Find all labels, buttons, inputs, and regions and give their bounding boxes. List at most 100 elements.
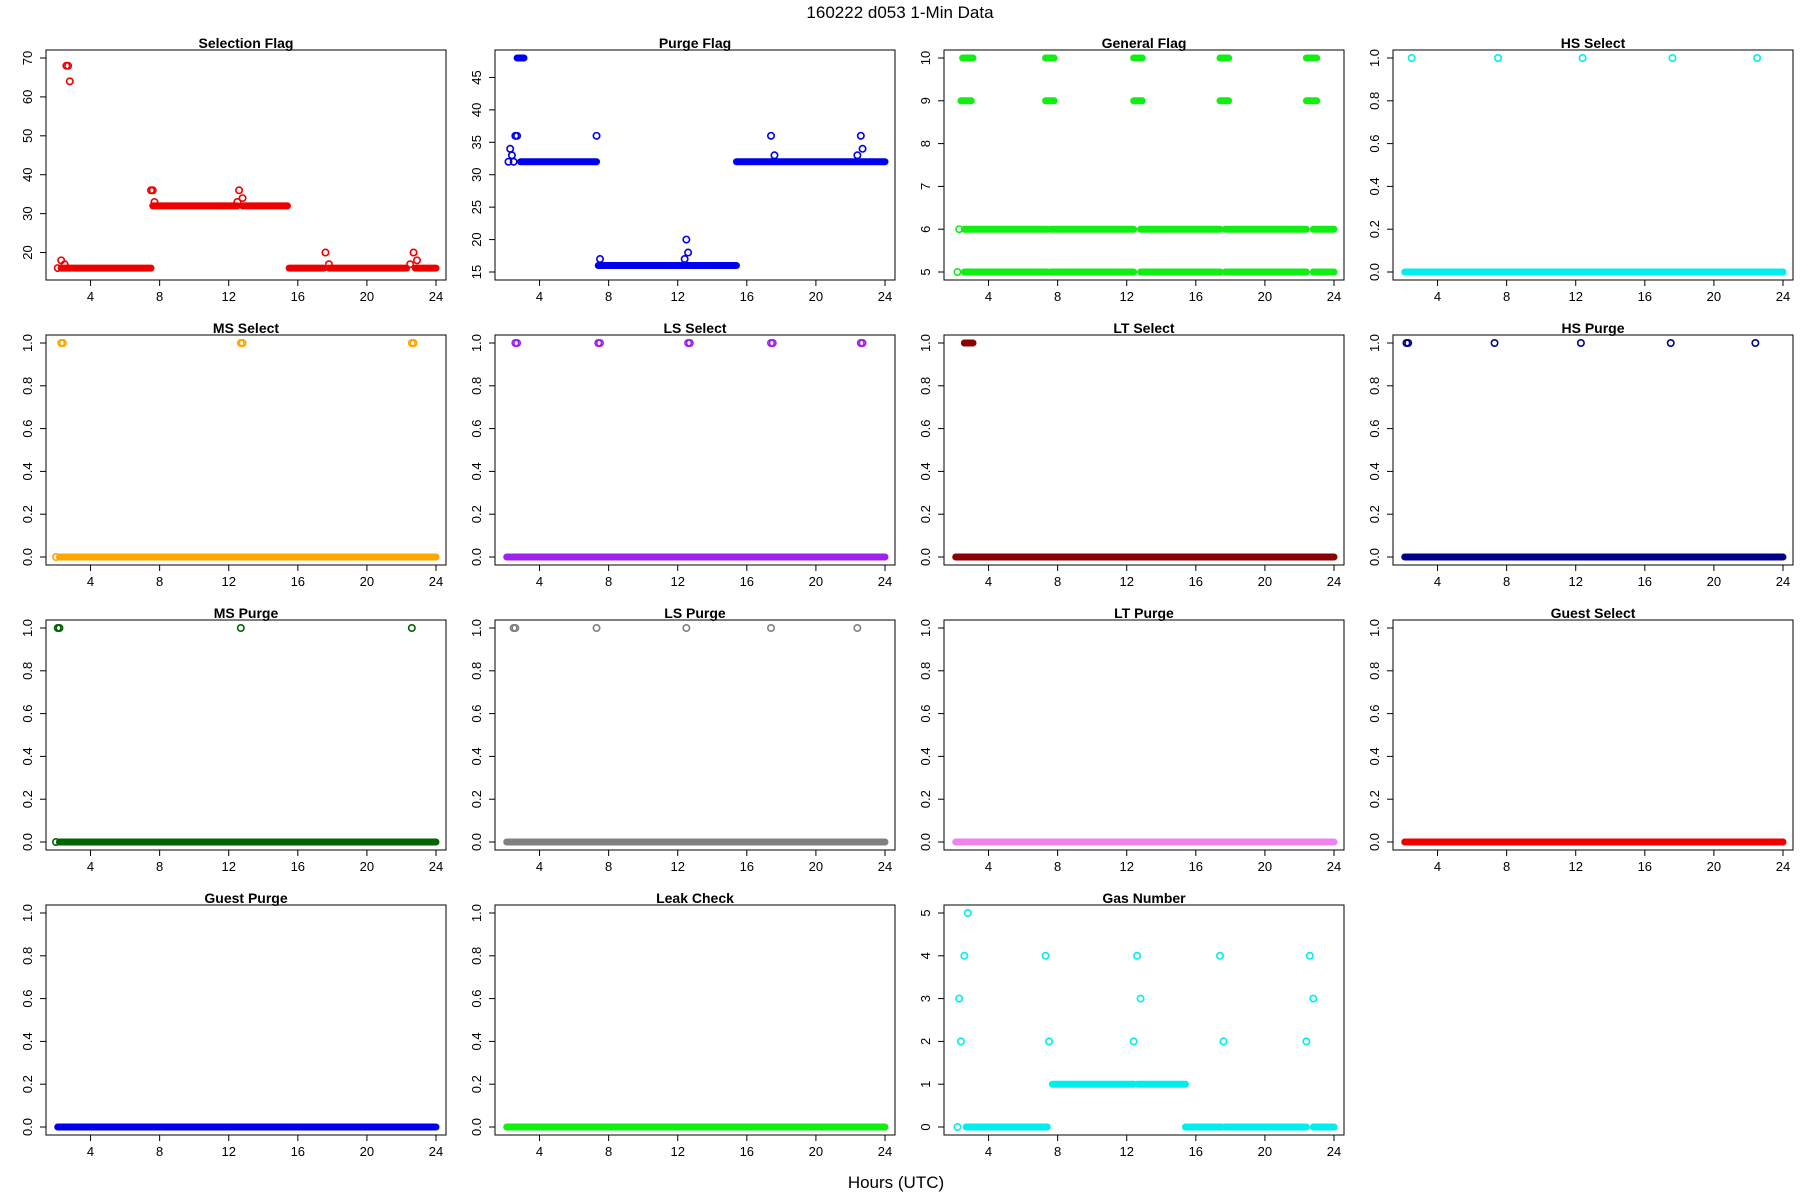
data-point xyxy=(236,623,245,632)
x-tick-label: 24 xyxy=(878,1144,892,1159)
data-point xyxy=(51,552,60,561)
x-tick-label: 24 xyxy=(429,1144,443,1159)
data-point xyxy=(858,338,867,347)
y-tick-label: 1.0 xyxy=(469,619,484,637)
y-tick-label: 0.6 xyxy=(1367,420,1382,438)
data-point xyxy=(953,1123,962,1132)
data-point xyxy=(595,338,604,347)
data-point xyxy=(685,338,694,347)
y-tick-label: 1.0 xyxy=(1367,49,1382,67)
y-tick-label: 0.4 xyxy=(469,1032,484,1050)
data-point xyxy=(506,144,515,153)
panel: MS Purge 4 8 12 16 20 24 0.0 0.2 0.4 0.6 0.8 1.0 xyxy=(20,605,447,874)
panel: LS Select 4 8 12 16 20 24 0.0 0.2 0.4 0.6 0.8 1.0 xyxy=(469,320,896,589)
panel: Guest Select 4 8 12 16 20 24 0.0 0.2 0.4 0.6 0.8 1.0 xyxy=(1367,605,1794,874)
x-tick-label: 24 xyxy=(1776,289,1790,304)
y-tick-label: 0.0 xyxy=(20,1118,35,1136)
y-tick-label: 0.2 xyxy=(1367,505,1382,523)
x-tick-label: 24 xyxy=(1776,574,1790,589)
data-point xyxy=(53,264,62,273)
data-point xyxy=(321,248,330,257)
x-tick-label: 4 xyxy=(536,574,543,589)
x-tick-label: 4 xyxy=(1434,574,1441,589)
data-point xyxy=(963,908,972,917)
data-point xyxy=(238,338,247,347)
data-point xyxy=(1136,994,1145,1003)
x-tick-label: 20 xyxy=(1258,1144,1272,1159)
y-tick-label: 0.8 xyxy=(469,377,484,395)
data-point xyxy=(509,157,518,166)
x-tick-label: 20 xyxy=(1707,859,1721,874)
x-tick-label: 8 xyxy=(1503,289,1510,304)
y-tick-label: 60 xyxy=(20,90,35,104)
x-tick-label: 24 xyxy=(878,574,892,589)
x-tick-label: 20 xyxy=(1258,574,1272,589)
y-tick-label: 0 xyxy=(918,1123,933,1130)
y-tick-label: 0.8 xyxy=(1367,92,1382,110)
x-tick-label: 8 xyxy=(1503,859,1510,874)
x-tick-label: 16 xyxy=(1189,289,1203,304)
x-tick-label: 24 xyxy=(878,859,892,874)
data-point xyxy=(592,131,601,140)
x-tick-label: 8 xyxy=(156,574,163,589)
x-tick-label: 24 xyxy=(429,289,443,304)
x-tick-label: 12 xyxy=(221,859,235,874)
y-tick-label: 0.6 xyxy=(20,705,35,723)
x-tick-label: 16 xyxy=(291,289,305,304)
y-tick-label: 0.0 xyxy=(1367,548,1382,566)
x-tick-label: 8 xyxy=(1503,574,1510,589)
plot-frame xyxy=(45,904,447,1136)
panel: HS Purge 4 8 12 16 20 24 0.0 0.2 0.4 0.6 0.8 1.0 xyxy=(1367,320,1794,589)
data-point xyxy=(504,157,513,166)
y-tick-label: 0.2 xyxy=(20,505,35,523)
x-tick-label: 8 xyxy=(605,289,612,304)
x-tick-label: 16 xyxy=(740,1144,754,1159)
y-tick-label: 9 xyxy=(918,97,933,104)
y-tick-label: 0.0 xyxy=(20,548,35,566)
x-axis-label: Hours (UTC) xyxy=(848,1173,944,1192)
data-point xyxy=(682,235,691,244)
plot-frame xyxy=(494,904,896,1136)
y-tick-label: 1.0 xyxy=(20,619,35,637)
x-tick-label: 16 xyxy=(740,289,754,304)
x-tick-label: 20 xyxy=(360,1144,374,1159)
y-tick-label: 0.6 xyxy=(469,420,484,438)
plot-frame xyxy=(943,619,1345,851)
y-tick-label: 0.2 xyxy=(20,790,35,808)
data-point xyxy=(853,151,862,160)
x-tick-label: 4 xyxy=(985,1144,992,1159)
y-tick-label: 0.0 xyxy=(1367,263,1382,281)
panel-title: LT Purge xyxy=(1114,605,1174,621)
y-tick-label: 0.6 xyxy=(469,705,484,723)
y-tick-label: 7 xyxy=(918,183,933,190)
y-tick-label: 40 xyxy=(20,167,35,181)
data-point xyxy=(768,338,777,347)
x-tick-label: 20 xyxy=(809,1144,823,1159)
y-tick-label: 0.4 xyxy=(20,1032,35,1050)
data-point xyxy=(1490,338,1499,347)
y-tick-label: 70 xyxy=(20,51,35,65)
x-tick-label: 12 xyxy=(221,289,235,304)
panel: LS Purge 4 8 12 16 20 24 0.0 0.2 0.4 0.6 0.8 1.0 xyxy=(469,605,896,874)
panel-title: MS Select xyxy=(213,320,279,336)
panel-title: General Flag xyxy=(1102,35,1187,51)
panel: HS Select 4 8 12 16 20 24 0.0 0.2 0.4 0.6 0.8 1.0 xyxy=(1367,35,1794,304)
x-tick-label: 8 xyxy=(605,574,612,589)
y-tick-label: 0.6 xyxy=(469,990,484,1008)
x-tick-label: 24 xyxy=(1327,289,1341,304)
data-point xyxy=(858,144,867,153)
data-point xyxy=(1305,951,1314,960)
data-point xyxy=(853,623,862,632)
y-tick-label: 50 xyxy=(20,129,35,143)
y-tick-label: 1.0 xyxy=(20,904,35,922)
y-tick-label: 8 xyxy=(918,140,933,147)
y-tick-label: 1 xyxy=(918,1081,933,1088)
panel-title: LT Select xyxy=(1113,320,1175,336)
x-tick-label: 4 xyxy=(87,289,94,304)
data-point xyxy=(1045,1037,1054,1046)
y-tick-label: 0.8 xyxy=(918,377,933,395)
y-tick-label: 0.6 xyxy=(1367,705,1382,723)
y-tick-label: 0.2 xyxy=(469,1075,484,1093)
data-point xyxy=(1216,951,1225,960)
